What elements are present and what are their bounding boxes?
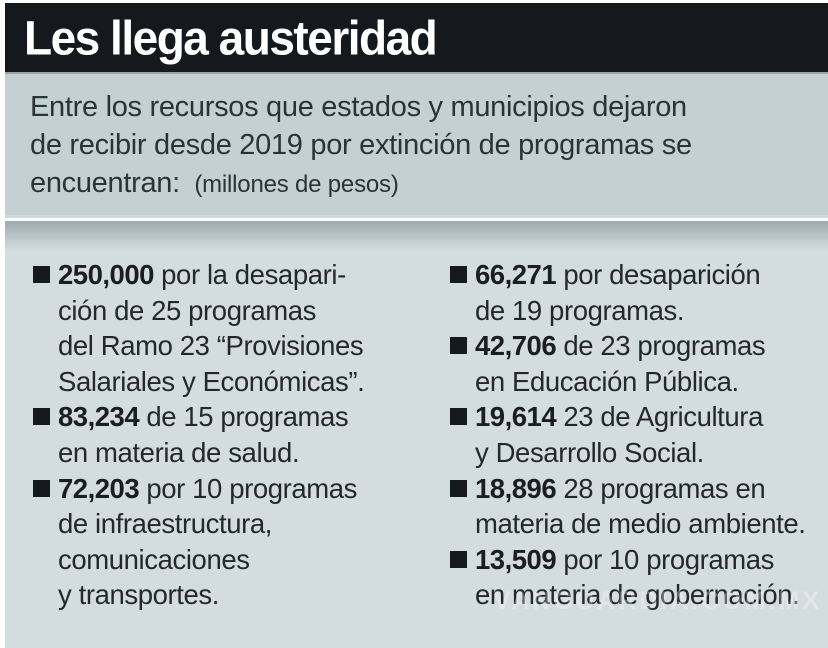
list-item: 42,706 de 23 programas en Educación Públ… xyxy=(450,328,820,399)
fact-text: por la desapari- ción de 25 programas de… xyxy=(58,259,365,397)
list-item: 72,203 por 10 programas de infraestructu… xyxy=(33,471,450,613)
list-item: 13,509 por 10 programas en materia de go… xyxy=(450,542,820,613)
facts-column-right: 66,271 por desaparición de 19 programas.… xyxy=(450,257,820,613)
list-item: 83,234 de 15 programas en materia de sal… xyxy=(33,399,450,470)
fact-text: por 10 programas en materia de gobernaci… xyxy=(475,543,800,611)
intro-text: Entre los recursos que estados y municip… xyxy=(30,91,692,199)
list-item: 66,271 por desaparición de 19 programas. xyxy=(450,257,820,328)
bullet-square-icon xyxy=(450,337,467,355)
fact-amount: 250,000 xyxy=(58,259,154,290)
bullet-square-icon xyxy=(450,479,467,497)
bullet-square-icon xyxy=(450,408,467,426)
intro-section: Entre los recursos que estados y municip… xyxy=(5,74,828,218)
page-title: Les llega austeridad xyxy=(24,10,438,65)
fact-text: por 10 programas de infraestructura, com… xyxy=(58,472,358,611)
fact-text: de 15 programas en materia de salud. xyxy=(58,401,349,468)
facts-columns: 250,000 por la desapari- ción de 25 prog… xyxy=(5,221,828,613)
bullet-square-icon xyxy=(33,408,50,426)
facts-column-left: 250,000 por la desapari- ción de 25 prog… xyxy=(33,257,450,613)
fact-amount: 19,614 xyxy=(475,401,557,433)
list-item: 250,000 por la desapari- ción de 25 prog… xyxy=(33,257,450,399)
fact-list-left: 250,000 por la desapari- ción de 25 prog… xyxy=(33,257,450,613)
bullet-square-icon xyxy=(450,266,467,283)
fact-amount: 13,509 xyxy=(475,543,557,575)
fact-text: de 23 programas en Educación Pública. xyxy=(475,330,766,397)
fact-amount: 72,203 xyxy=(58,472,140,504)
fact-text: 28 programas en materia de medio ambient… xyxy=(475,472,806,540)
bullet-square-icon xyxy=(450,550,467,568)
fact-amount: 66,271 xyxy=(475,259,557,290)
fact-list-right: 66,271 por desaparición de 19 programas.… xyxy=(450,257,820,613)
header-bar: Les llega austeridad xyxy=(5,3,828,72)
fact-text: por desaparición de 19 programas. xyxy=(475,259,761,326)
list-item: 18,896 28 programas en materia de medio … xyxy=(450,471,820,542)
fact-amount: 18,896 xyxy=(475,472,557,504)
intro-unit-note: (millones de pesos) xyxy=(194,171,399,198)
fact-amount: 42,706 xyxy=(475,330,557,362)
facts-section: 250,000 por la desapari- ción de 25 prog… xyxy=(5,221,828,648)
fact-amount: 83,234 xyxy=(58,401,140,433)
bullet-square-icon xyxy=(33,479,50,497)
fact-text: 23 de Agricultura y Desarrollo Social. xyxy=(475,401,763,468)
bullet-square-icon xyxy=(33,266,50,283)
list-item: 19,614 23 de Agricultura y Desarrollo So… xyxy=(450,399,820,470)
